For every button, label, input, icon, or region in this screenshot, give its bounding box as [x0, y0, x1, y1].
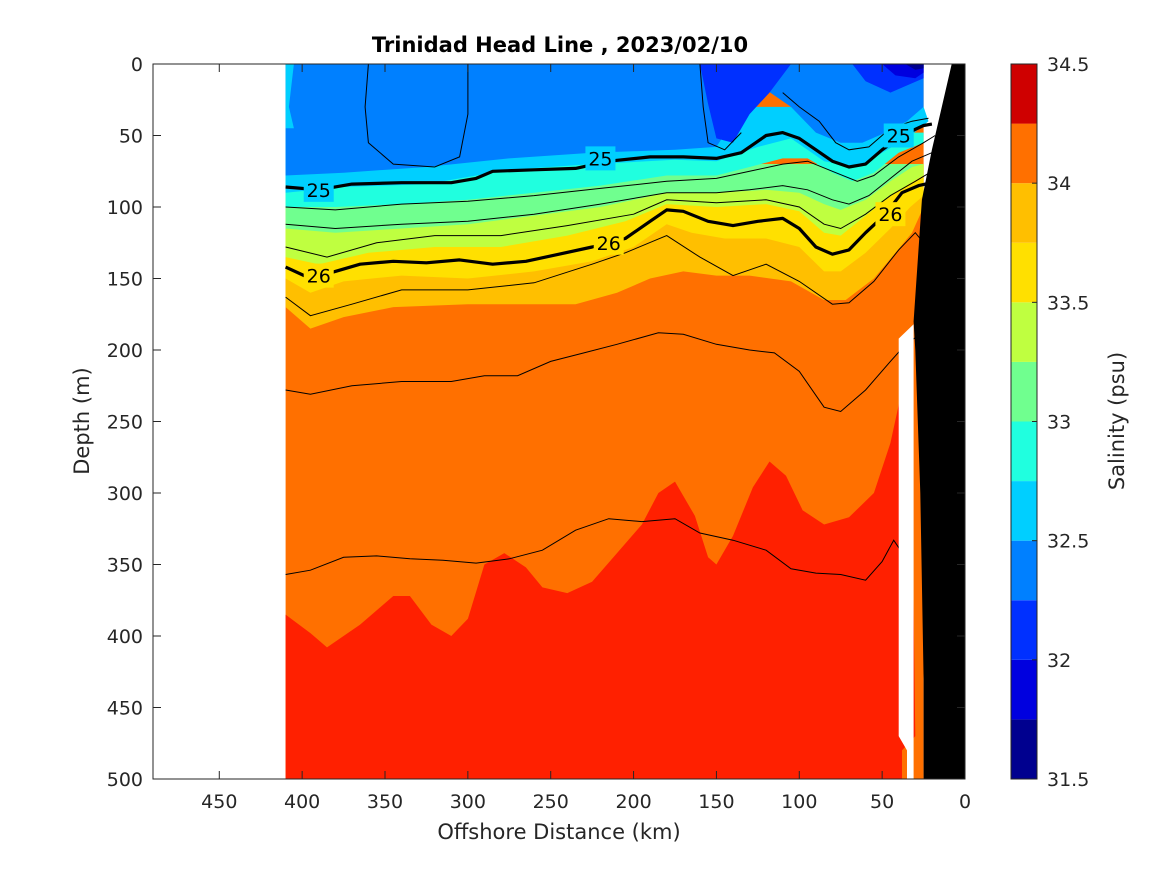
x-tick-label-400: 400 — [284, 791, 320, 813]
contour-label-25-1: 25 — [307, 180, 331, 202]
colorbar: 31.5 32 32.5 33 33.5 34 34.5 — [1010, 54, 1089, 791]
y-tick-label-400: 400 — [107, 626, 143, 648]
seafloor — [913, 64, 965, 779]
colorbar-tick-label-33.5: 33.5 — [1047, 292, 1089, 314]
y-axis-label: Depth (m) — [70, 367, 94, 474]
x-tick-label-150: 150 — [698, 791, 734, 813]
thin-density-contours — [285, 63, 936, 597]
y-tick-label-100: 100 — [107, 197, 143, 219]
y-tick-label-200: 200 — [107, 340, 143, 362]
thin-contour-3 — [285, 170, 933, 258]
contour-label-25-3: 25 — [887, 126, 911, 148]
contour-label-bg-26-2 — [593, 230, 624, 255]
colorbar-tick-label-32: 32 — [1047, 650, 1071, 672]
contour-label-26-2: 26 — [597, 233, 621, 255]
shelf-gap — [898, 324, 914, 779]
contour-label-bg-25-2 — [585, 146, 616, 171]
colorbar-swatch-9 — [1011, 242, 1037, 303]
band-32-50-edge — [285, 64, 294, 129]
y-tick-label-350: 350 — [107, 555, 143, 577]
colorbar-swatch-top — [1011, 64, 1037, 124]
x-axis-label: Offshore Distance (km) — [437, 820, 680, 844]
x-tick-label-0: 0 — [959, 791, 971, 813]
bathymetry — [898, 64, 965, 779]
colorbar-swatch-5 — [1011, 481, 1037, 541]
y-tick-label-250: 250 — [107, 412, 143, 434]
y-tick-label-50: 50 — [119, 126, 143, 148]
thin-contour-upper-2 — [699, 63, 742, 151]
contour-label-26-1: 26 — [307, 266, 331, 288]
thin-contour-4 — [285, 231, 933, 317]
colorbar-tick-label-34: 34 — [1047, 173, 1071, 195]
contour-label-bg-26-3 — [875, 202, 906, 227]
thin-contour-5 — [285, 332, 919, 413]
x-tick-label-300: 300 — [450, 791, 486, 813]
contour-label-bg-25-1 — [303, 177, 334, 202]
y-tick-label-0: 0 — [131, 54, 143, 76]
x-axis: 450 400 350 300 250 200 150 100 50 0 — [201, 64, 971, 813]
colorbar-swatch-6 — [1011, 421, 1037, 482]
colorbar-swatch-1 — [1011, 719, 1037, 779]
band-34-25 — [285, 390, 916, 779]
colorbar-tick-label-31.5: 31.5 — [1047, 769, 1089, 791]
thin-contour-1 — [285, 135, 936, 211]
band-31-50 — [905, 64, 924, 70]
y-tick-label-500: 500 — [107, 769, 143, 791]
thin-contour-6 — [285, 518, 913, 597]
colorbar-tick-label-34.5: 34.5 — [1047, 54, 1089, 76]
colorbar-swatch-10 — [1011, 183, 1037, 243]
x-tick-label-50: 50 — [870, 791, 894, 813]
colorbar-swatch-4 — [1011, 540, 1037, 601]
plot-area: 25 25 25 26 26 26 — [152, 63, 966, 780]
y-tick-label-150: 150 — [107, 269, 143, 291]
colorbar-swatch-11 — [1011, 123, 1037, 184]
colorbar-swatch-2 — [1011, 659, 1037, 720]
colorbar-label: Salinity (psu) — [1105, 352, 1129, 490]
x-tick-label-350: 350 — [367, 791, 403, 813]
contour-label-bg-26-1 — [303, 263, 334, 288]
band-32-00 — [699, 64, 791, 143]
contour-26 — [284, 181, 933, 281]
thin-contour-upper-1 — [364, 63, 469, 168]
colorbar-tick-label-33: 33 — [1047, 412, 1071, 434]
band-32-25 — [285, 64, 924, 176]
colorbar-swatch-7 — [1011, 361, 1037, 422]
colorbar-swatch-8 — [1011, 302, 1037, 362]
contour-label-25-2: 25 — [588, 148, 612, 170]
x-tick-label-450: 450 — [201, 791, 237, 813]
colorbar-tick-label-32.5: 32.5 — [1047, 531, 1089, 553]
y-tick-label-300: 300 — [107, 483, 143, 505]
contour-25 — [285, 122, 933, 192]
chart-title: Trinidad Head Line , 2023/02/10 — [372, 33, 748, 57]
y-axis: 0 50 100 150 200 250 300 350 400 450 500 — [107, 54, 965, 791]
colorbar-swatch-3 — [1011, 600, 1037, 660]
x-tick-label-250: 250 — [533, 791, 569, 813]
labeled-density-contours: 25 25 25 26 26 26 — [284, 122, 933, 288]
x-tick-label-200: 200 — [615, 791, 651, 813]
contour-label-bg-25-3 — [883, 123, 914, 148]
thin-contour-2 — [285, 152, 933, 230]
contour-label-26-3: 26 — [878, 204, 902, 226]
x-tick-label-100: 100 — [781, 791, 817, 813]
y-tick-label-450: 450 — [107, 698, 143, 720]
